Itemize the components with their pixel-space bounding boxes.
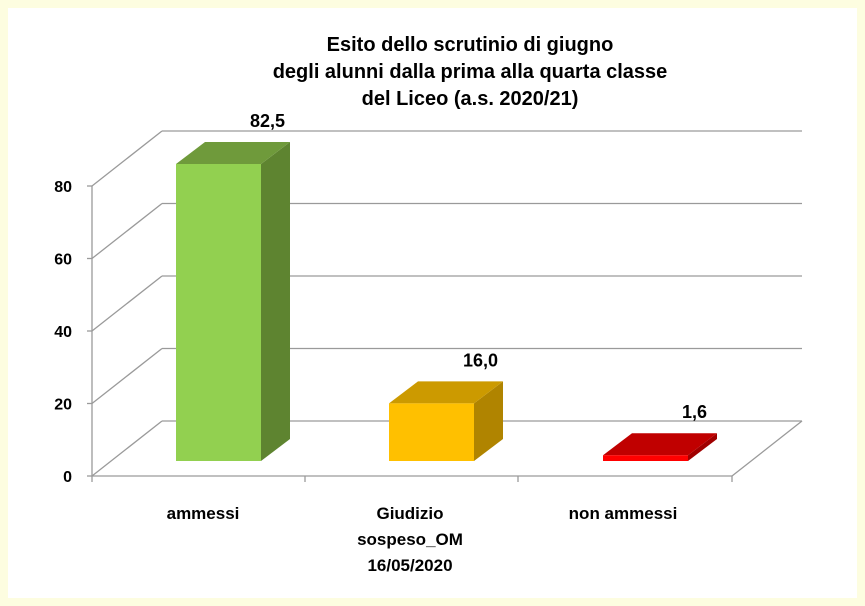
data-label: 16,0 — [463, 350, 498, 370]
gridline-diagonal — [91, 275, 163, 332]
x-tick-label: Giudizio — [376, 504, 443, 523]
x-tick-label: non ammessi — [569, 504, 678, 523]
x-tick-label: sospeso_OM — [357, 530, 463, 549]
gridline-diagonal — [91, 202, 163, 260]
x-tick-label: 16/05/2020 — [367, 556, 452, 575]
bar-top — [603, 433, 717, 456]
y-tick-label: 40 — [54, 324, 72, 341]
y-tick-label: 80 — [54, 179, 72, 196]
gridline-diagonal — [91, 130, 163, 187]
chart-title-line: degli alunni dalla prima alla quarta cla… — [273, 61, 668, 83]
bar — [389, 403, 474, 461]
chart-title-line: Esito dello scrutinio di giugno — [327, 34, 614, 56]
gridline-diagonal — [91, 420, 163, 477]
bar-side — [261, 142, 290, 461]
bar — [603, 455, 688, 461]
chart-title-line: del Liceo (a.s. 2020/21) — [362, 88, 579, 110]
bar-top — [176, 142, 290, 164]
y-tick-label: 60 — [54, 252, 72, 269]
y-tick-label: 0 — [63, 469, 72, 486]
x-tick-label: ammessi — [167, 504, 240, 523]
data-label: 1,6 — [682, 402, 707, 422]
data-label: 82,5 — [250, 111, 285, 131]
bar — [176, 164, 261, 461]
bar-top — [389, 381, 503, 404]
y-tick-label: 20 — [54, 397, 72, 414]
gridline-diagonal — [91, 347, 163, 405]
floor-edge — [731, 420, 803, 477]
bar-side — [688, 433, 717, 461]
chart-area — [8, 8, 857, 598]
bar-side — [474, 381, 503, 461]
